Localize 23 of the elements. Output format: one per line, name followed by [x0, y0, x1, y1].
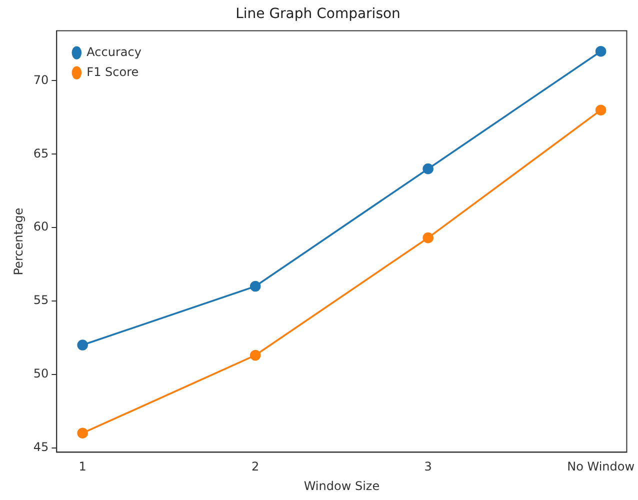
y-tick-label: 70	[33, 72, 49, 87]
y-tick-label: 65	[33, 146, 49, 160]
x-axis-title: Window Size	[304, 478, 380, 493]
legend-label: Accuracy	[86, 44, 142, 59]
x-tick-label: No Window	[567, 460, 635, 474]
y-tick-label: 50	[33, 366, 49, 381]
x-tick-label: 2	[252, 460, 260, 474]
point	[250, 350, 261, 361]
x-tick-label: 3	[424, 460, 432, 474]
y-axis-title: Percentage	[11, 208, 26, 276]
point	[77, 340, 88, 350]
point	[77, 428, 88, 439]
point	[422, 232, 434, 244]
legend-label: F1 Score	[86, 64, 139, 79]
y-tick-label: 60	[33, 220, 49, 234]
point	[422, 163, 434, 174]
chart-title: Line Graph Comparison	[236, 6, 400, 22]
y-tick-label: 45	[33, 440, 49, 454]
point	[250, 280, 261, 292]
point	[595, 46, 606, 57]
x-tick-label: 1	[78, 460, 86, 474]
point	[595, 104, 606, 116]
y-tick-label: 55	[33, 293, 49, 308]
